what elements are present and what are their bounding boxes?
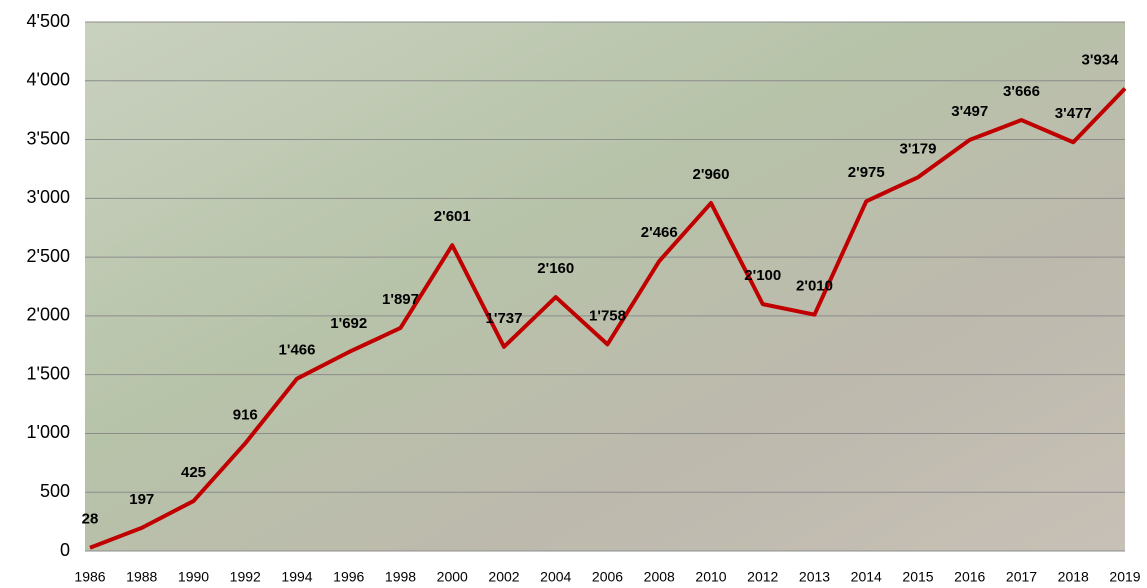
x-tick-label: 2019 — [1109, 569, 1140, 585]
x-tick-label: 1988 — [126, 569, 157, 585]
x-tick-label: 2008 — [644, 569, 675, 585]
y-tick-label: 500 — [40, 481, 70, 501]
data-label: 1'737 — [486, 310, 523, 327]
x-tick-label: 1986 — [74, 569, 105, 585]
x-tick-label: 1994 — [281, 569, 312, 585]
x-tick-label: 2017 — [1006, 569, 1037, 585]
data-label: 28 — [82, 511, 99, 528]
y-tick-label: 3'000 — [27, 187, 70, 207]
x-tick-label: 1996 — [333, 569, 364, 585]
data-label: 3'666 — [1003, 83, 1040, 100]
x-tick-label: 1992 — [230, 569, 261, 585]
data-label: 916 — [233, 406, 258, 423]
data-label: 425 — [181, 464, 206, 481]
y-tick-label: 2'000 — [27, 305, 70, 325]
x-tick-label: 2014 — [851, 569, 882, 585]
y-tick-label: 0 — [60, 540, 70, 560]
x-tick-label: 2016 — [954, 569, 985, 585]
data-label: 2'975 — [848, 164, 885, 181]
data-label: 3'477 — [1055, 105, 1092, 122]
data-label: 2'100 — [744, 267, 781, 284]
x-tick-label: 2015 — [902, 569, 933, 585]
x-tick-label: 2013 — [799, 569, 830, 585]
x-tick-label: 1990 — [178, 569, 209, 585]
x-tick-label: 2002 — [488, 569, 519, 585]
data-label: 3'179 — [900, 140, 937, 157]
x-tick-label: 1998 — [385, 569, 416, 585]
y-tick-label: 3'500 — [27, 128, 70, 148]
x-tick-label: 2006 — [592, 569, 623, 585]
x-tick-label: 2004 — [540, 569, 571, 585]
y-tick-label: 4'000 — [27, 70, 70, 90]
x-tick-label: 2010 — [695, 569, 726, 585]
data-label: 1'692 — [330, 315, 367, 332]
plot-background — [85, 22, 1125, 551]
data-line — [89, 87, 1127, 550]
data-label: 2'960 — [693, 166, 730, 183]
data-label: 3'934 — [1082, 52, 1120, 69]
y-tick-label: 1'000 — [27, 422, 70, 442]
y-tick-label: 4'500 — [27, 11, 70, 31]
data-label: 1'897 — [382, 291, 419, 308]
data-label: 2'466 — [641, 224, 678, 241]
data-label: 2'160 — [537, 260, 574, 277]
x-tick-label: 2018 — [1058, 569, 1089, 585]
x-tick-label: 2000 — [437, 569, 468, 585]
y-tick-label: 1'500 — [27, 363, 70, 383]
data-label: 1'466 — [279, 342, 316, 359]
data-label: 2'601 — [434, 208, 471, 225]
y-tick-label: 2'500 — [27, 246, 70, 266]
data-label: 2'010 — [796, 278, 833, 295]
data-label: 1'758 — [589, 307, 626, 324]
data-label: 3'497 — [951, 103, 988, 120]
x-tick-label: 2012 — [747, 569, 778, 585]
data-label: 197 — [129, 491, 154, 508]
